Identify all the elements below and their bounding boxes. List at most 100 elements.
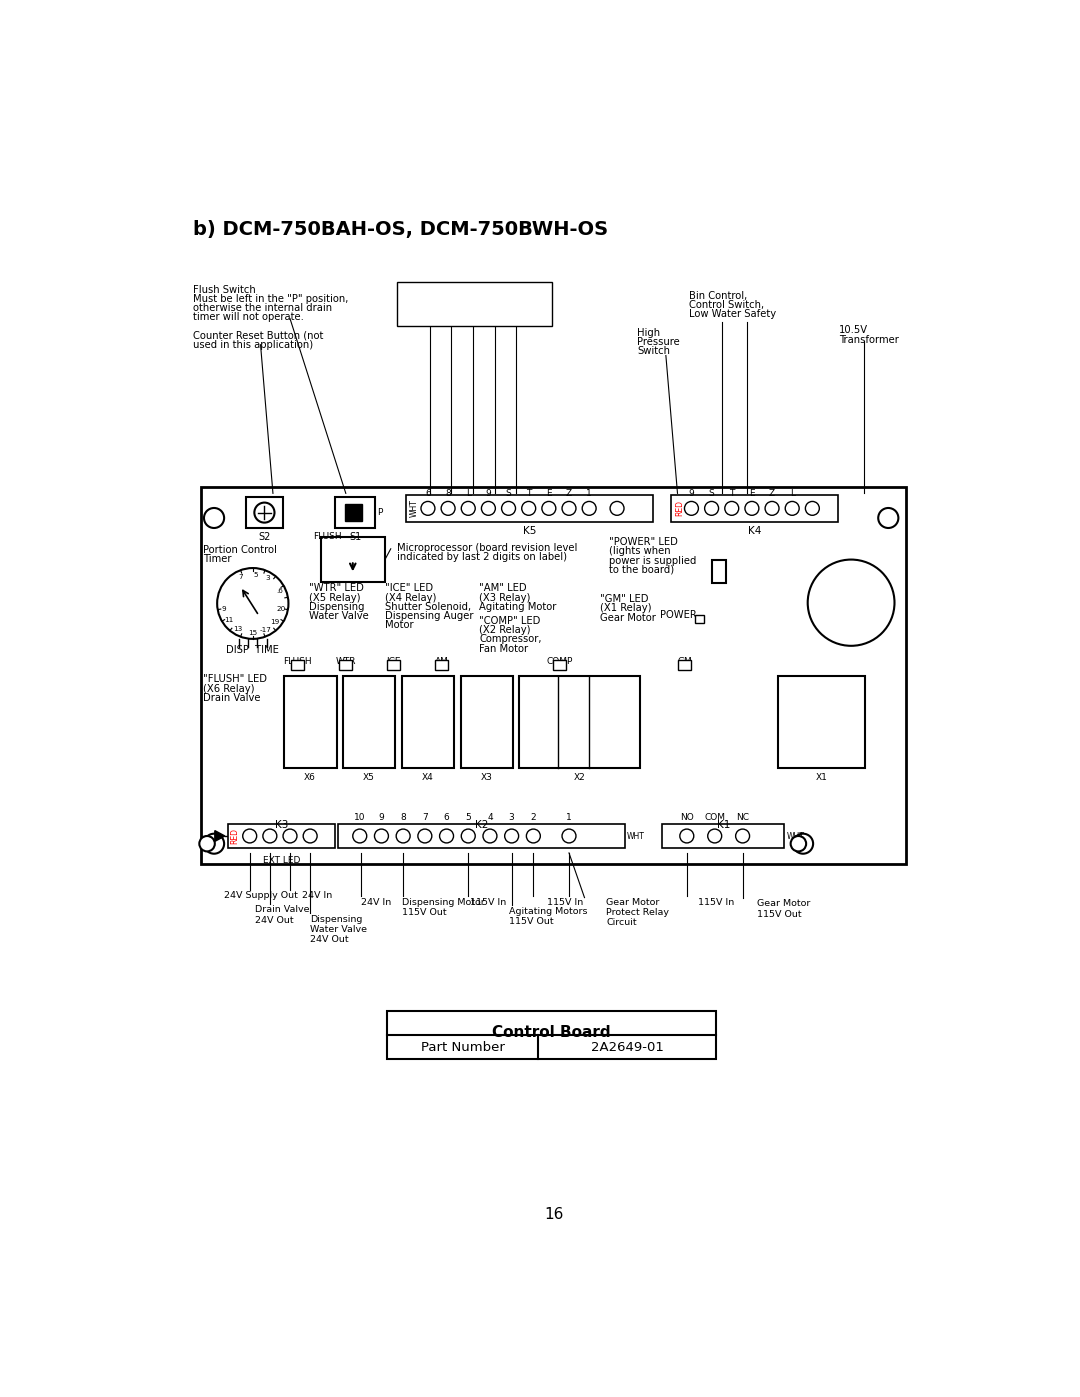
- Text: Must be left in the "P" position,: Must be left in the "P" position,: [193, 293, 349, 305]
- Text: Control Board: Control Board: [492, 1025, 611, 1039]
- Circle shape: [418, 828, 432, 842]
- Circle shape: [765, 502, 779, 515]
- Text: Pressure: Pressure: [637, 337, 680, 346]
- Text: WHT: WHT: [627, 831, 645, 841]
- Text: "GM" LED: "GM" LED: [600, 594, 648, 605]
- Text: FLUSH: FLUSH: [313, 532, 341, 541]
- Text: Water Valve: Water Valve: [309, 610, 368, 622]
- Circle shape: [745, 502, 759, 515]
- Text: X6: X6: [305, 773, 316, 782]
- Text: 8: 8: [445, 489, 451, 497]
- Bar: [246, 497, 283, 528]
- Text: NO: NO: [680, 813, 693, 821]
- Text: X5: X5: [363, 773, 375, 782]
- Circle shape: [791, 835, 806, 851]
- Text: 2: 2: [530, 813, 536, 821]
- Bar: [435, 661, 448, 671]
- Circle shape: [707, 828, 721, 842]
- Text: AM: AM: [435, 658, 449, 666]
- Bar: [335, 497, 375, 528]
- Text: 6: 6: [444, 813, 449, 821]
- Text: "COMP" LED: "COMP" LED: [480, 616, 540, 626]
- Bar: [387, 661, 400, 671]
- Text: DISP  TIME: DISP TIME: [227, 645, 280, 655]
- Text: COM: COM: [704, 813, 725, 821]
- Circle shape: [283, 828, 297, 842]
- Circle shape: [562, 502, 576, 515]
- Circle shape: [610, 502, 624, 515]
- Circle shape: [685, 502, 699, 515]
- Text: NC: NC: [737, 813, 750, 821]
- Text: Gear Motor: Gear Motor: [600, 613, 656, 623]
- Text: 1: 1: [566, 813, 572, 821]
- Text: "FLUSH" LED: "FLUSH" LED: [203, 675, 267, 685]
- Text: High: High: [637, 328, 660, 338]
- Text: WHT: WHT: [786, 831, 805, 841]
- Text: 9: 9: [486, 489, 491, 497]
- Circle shape: [526, 828, 540, 842]
- Text: Bin Control,: Bin Control,: [689, 291, 747, 300]
- Text: Gear Motor
115V Out: Gear Motor 115V Out: [757, 900, 810, 919]
- Text: Dispensing Components: Dispensing Components: [414, 289, 535, 299]
- Circle shape: [483, 828, 497, 842]
- Text: 10: 10: [354, 813, 365, 821]
- Text: 7: 7: [238, 574, 243, 580]
- Circle shape: [217, 569, 288, 638]
- Circle shape: [375, 828, 389, 842]
- Text: Compressor,: Compressor,: [480, 634, 541, 644]
- Text: b) DCM-750BAH-OS, DCM-750BWH-OS: b) DCM-750BAH-OS, DCM-750BWH-OS: [193, 219, 608, 239]
- Text: 9: 9: [221, 605, 227, 612]
- Bar: [387, 1011, 716, 1059]
- Text: S: S: [708, 489, 715, 497]
- Text: L: L: [789, 489, 795, 497]
- Circle shape: [501, 502, 515, 515]
- Text: 2A2649-01: 2A2649-01: [591, 1041, 664, 1055]
- Circle shape: [793, 834, 813, 854]
- Text: 24V In: 24V In: [301, 891, 332, 901]
- Circle shape: [396, 828, 410, 842]
- Bar: [519, 676, 639, 768]
- Bar: [291, 661, 303, 671]
- Bar: [672, 495, 838, 522]
- Text: 115V In: 115V In: [548, 898, 583, 907]
- Text: "WTR" LED: "WTR" LED: [309, 584, 364, 594]
- Text: 115V In: 115V In: [699, 898, 734, 907]
- Text: POWER: POWER: [661, 609, 698, 620]
- Bar: [779, 676, 865, 768]
- Text: Flush Switch: Flush Switch: [193, 285, 256, 295]
- Text: Dispensing: Dispensing: [309, 602, 364, 612]
- Bar: [460, 676, 513, 768]
- Text: Transformer: Transformer: [839, 335, 899, 345]
- Text: (lights when: (lights when: [609, 546, 671, 556]
- Text: RED: RED: [230, 828, 240, 844]
- Circle shape: [785, 502, 799, 515]
- Text: Drain Valve: Drain Valve: [203, 693, 260, 703]
- Text: X2: X2: [573, 773, 585, 782]
- Text: otherwise the internal drain: otherwise the internal drain: [193, 303, 333, 313]
- Bar: [342, 676, 395, 768]
- Circle shape: [200, 835, 215, 851]
- Circle shape: [704, 502, 718, 515]
- Bar: [201, 488, 906, 865]
- Text: 1: 1: [586, 489, 592, 497]
- Text: for details.: for details.: [447, 312, 501, 321]
- Text: P: P: [378, 509, 383, 517]
- Text: X1: X1: [815, 773, 827, 782]
- Text: K3: K3: [274, 820, 288, 830]
- Text: "AM" LED: "AM" LED: [480, 584, 527, 594]
- Circle shape: [461, 502, 475, 515]
- Circle shape: [482, 502, 496, 515]
- Text: E: E: [750, 489, 755, 497]
- Text: 4: 4: [487, 813, 492, 821]
- Text: 115V In: 115V In: [470, 898, 507, 907]
- Text: Microprocessor (board revision level: Microprocessor (board revision level: [397, 542, 578, 553]
- Text: Z: Z: [566, 489, 572, 497]
- Bar: [678, 661, 691, 671]
- Text: L: L: [465, 489, 471, 497]
- Text: K5: K5: [523, 527, 536, 536]
- Text: timer will not operate.: timer will not operate.: [193, 313, 303, 323]
- Text: 6: 6: [426, 489, 431, 497]
- Text: EXT LED: EXT LED: [262, 856, 300, 865]
- Text: 15: 15: [248, 630, 257, 636]
- Text: Dispensing Motor
115V Out: Dispensing Motor 115V Out: [403, 898, 485, 916]
